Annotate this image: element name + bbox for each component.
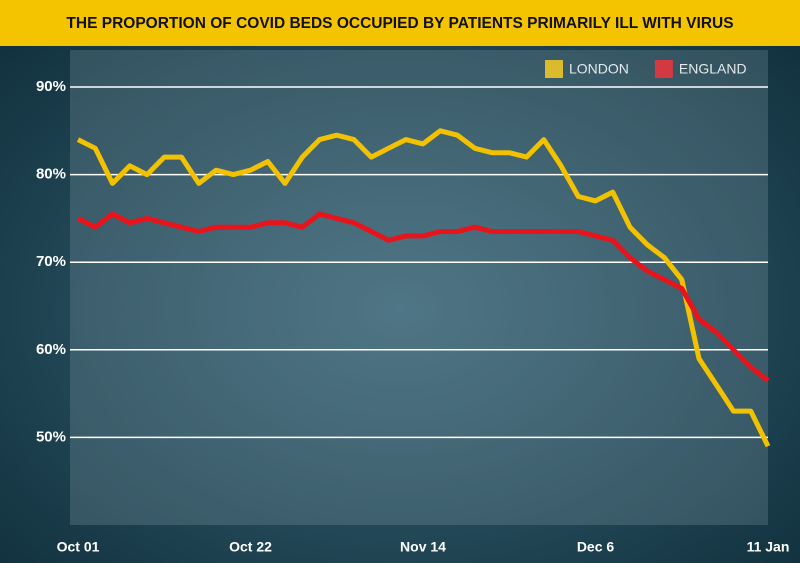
- legend-swatch: [545, 60, 563, 78]
- legend-label: ENGLAND: [679, 61, 747, 77]
- legend: LONDON ENGLAND: [545, 60, 747, 78]
- y-tick-label: 60%: [36, 341, 66, 358]
- series-line: [76, 211, 770, 383]
- plot-area: [70, 50, 768, 525]
- x-tick-label: Nov 14: [400, 539, 446, 555]
- title-banner: [0, 0, 800, 46]
- y-tick-label: 70%: [36, 253, 66, 270]
- x-tick-label: 11 Jan: [747, 539, 790, 555]
- legend-label: LONDON: [569, 61, 629, 77]
- chart-title: THE PROPORTION OF COVID BEDS OCCUPIED BY…: [66, 15, 733, 32]
- x-tick-label: Oct 01: [57, 539, 100, 555]
- series-line: [76, 128, 771, 448]
- legend-swatch: [654, 60, 673, 78]
- x-tick-label: Dec 6: [577, 539, 615, 555]
- y-tick-label: 90%: [36, 78, 66, 95]
- y-tick-label: 50%: [36, 428, 66, 445]
- x-tick-label: Oct 22: [229, 539, 272, 555]
- y-tick-label: 80%: [36, 166, 66, 183]
